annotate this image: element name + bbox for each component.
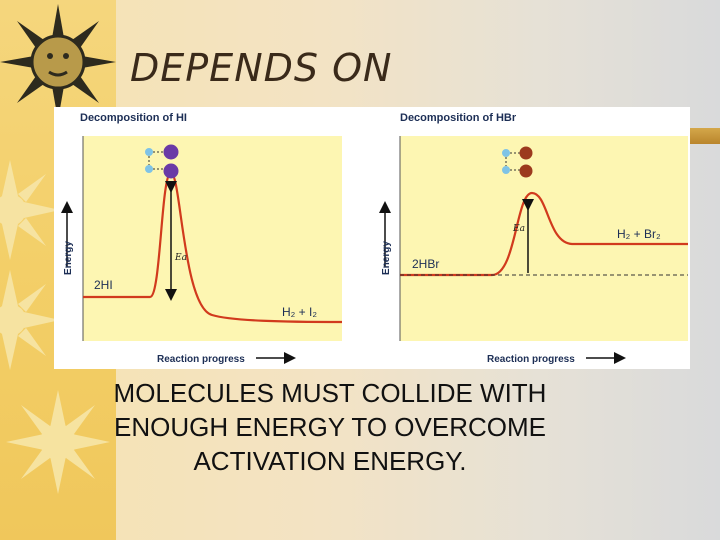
ea-label: Ea — [174, 253, 187, 263]
y-axis-label: Energy — [63, 241, 74, 275]
accent-bar — [688, 128, 720, 144]
slide-title: DEPENDS ON — [130, 46, 393, 90]
caption-line: MOLECULES MUST COLLIDE WITH — [113, 378, 547, 408]
energy-diagram-figure: Decomposition of HI Energy Reaction prog… — [54, 107, 690, 369]
panel-title: Decomposition of HBr — [400, 112, 517, 124]
reactant-label: 2HI — [94, 278, 113, 292]
caption-line: ACTIVATION ENERGY. — [193, 446, 467, 476]
caption-line: ENOUGH ENERGY TO OVERCOME — [114, 412, 546, 442]
plot-area — [400, 136, 688, 341]
reactant-label: 2HBr — [412, 257, 439, 271]
hi-molecules-icon — [145, 144, 179, 179]
hbr-molecules-icon — [502, 146, 533, 178]
panel-title: Decomposition of HI — [80, 112, 187, 124]
slide-caption: MOLECULES MUST COLLIDE WITH ENOUGH ENERG… — [110, 376, 550, 478]
sun-face-icon — [0, 4, 116, 120]
plot-area — [83, 136, 342, 341]
x-axis-label: Reaction progress — [157, 354, 245, 365]
product-label: H₂ + I₂ — [282, 305, 317, 319]
sun-decorations — [0, 4, 116, 494]
ea-label: Ea — [512, 224, 525, 234]
x-axis-label: Reaction progress — [487, 354, 575, 365]
product-label: H₂ + Br₂ — [617, 227, 661, 241]
y-axis-label: Energy — [381, 241, 392, 275]
panel-hbr: Decomposition of HBr Energy Reaction pro… — [379, 112, 688, 365]
energy-curve — [400, 191, 688, 277]
energy-curve — [83, 171, 343, 324]
sun-ray-icon — [0, 160, 110, 494]
panel-hi: Decomposition of HI Energy Reaction prog… — [61, 112, 343, 365]
